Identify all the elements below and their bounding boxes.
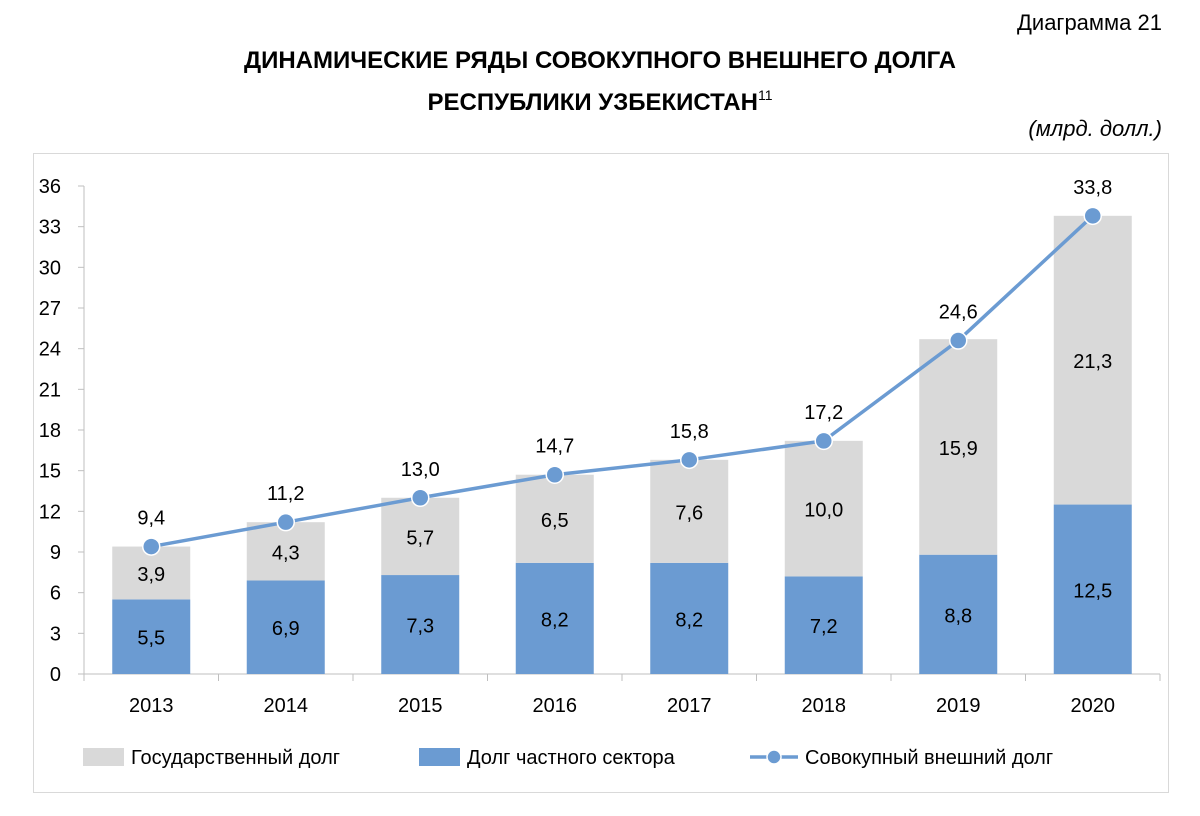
- footnote-mark: 11: [757, 87, 773, 103]
- x-tick-label: 2013: [129, 695, 174, 717]
- y-tick-label: 12: [39, 501, 61, 523]
- label-private: 7,3: [406, 616, 434, 638]
- label-government: 7,6: [675, 502, 703, 524]
- bar-private: [1053, 504, 1132, 674]
- y-tick-label: 6: [50, 583, 61, 605]
- total-point: [680, 450, 699, 470]
- label-private: 5,5: [137, 628, 165, 650]
- label-government: 10,0: [804, 500, 843, 522]
- y-tick-label: 15: [39, 461, 61, 483]
- total-point: [411, 488, 430, 508]
- y-tick-label: 3: [50, 623, 61, 645]
- y-tick-label: 33: [39, 217, 61, 239]
- legend-label-total: Совокупный внешний долг: [805, 747, 1053, 769]
- x-tick-label: 2015: [398, 695, 443, 717]
- label-total: 11,2: [267, 483, 304, 505]
- total-point: [949, 331, 968, 350]
- bars: [112, 215, 1132, 674]
- y-tick-label: 9: [50, 542, 61, 564]
- label-private: 8,8: [944, 605, 972, 627]
- total-point: [814, 431, 833, 451]
- total-point: [1083, 206, 1102, 226]
- chart-title-line2-text: РЕСПУБЛИКИ УЗБЕКИСТАН: [427, 89, 758, 116]
- bar-private: [112, 599, 191, 674]
- data-labels: 5,5 3,9 6,9 4,3 7,3 5,7 8,2 6,5 8,2 7,6 7,2 10,0 8,8…: [137, 177, 1112, 650]
- y-tick-label: 36: [39, 176, 61, 198]
- total-point: [276, 512, 295, 532]
- label-government: 3,9: [137, 564, 165, 586]
- legend: Государственный долг Долг частного сектор…: [83, 747, 1053, 769]
- x-tick-label: 2014: [264, 695, 309, 717]
- label-government: 5,7: [406, 527, 434, 549]
- total-point: [142, 537, 161, 556]
- x-tick-label: 2018: [802, 695, 847, 717]
- bar-government: [650, 459, 729, 563]
- label-total: 15,8: [670, 421, 709, 443]
- label-total: 9,4: [137, 508, 165, 530]
- bar-private: [515, 562, 594, 674]
- bar-private: [919, 554, 998, 674]
- bar-government: [381, 497, 460, 576]
- x-tick-label: 2016: [533, 695, 578, 717]
- diagram-number: Диаграмма 21: [1017, 10, 1162, 35]
- y-tick-label: 0: [50, 664, 61, 686]
- label-government: 15,9: [939, 438, 978, 460]
- bar-government: [246, 522, 325, 581]
- label-private: 12,5: [1073, 580, 1112, 602]
- label-total: 13,0: [401, 459, 440, 481]
- label-private: 8,2: [541, 609, 569, 631]
- label-total: 14,7: [535, 436, 574, 458]
- y-tick-label: 27: [39, 298, 61, 320]
- legend-label-private: Долг частного сектора: [467, 747, 676, 769]
- x-tick-label: 2017: [667, 695, 712, 717]
- units-label: (млрд. долл.): [1028, 116, 1162, 141]
- y-tick-label: 30: [39, 257, 61, 279]
- chart-frame: [33, 153, 1169, 793]
- legend-label-government: Государственный долг: [131, 747, 340, 769]
- chart-title-line2: РЕСПУБЛИКИ УЗБЕКИСТАН11: [0, 78, 1200, 120]
- chart-title: ДИНАМИЧЕСКИЕ РЯДЫ СОВОКУПНОГО ВНЕШНЕГО Д…: [0, 44, 1200, 120]
- bar-private: [246, 580, 325, 674]
- total-line: [142, 206, 1102, 556]
- bar-government: [784, 440, 863, 577]
- legend-marker-total: [766, 749, 782, 765]
- bar-private: [381, 575, 460, 674]
- label-government: 6,5: [541, 510, 569, 532]
- label-private: 6,9: [272, 618, 300, 640]
- legend-swatch-private: [419, 748, 460, 766]
- total-point: [545, 465, 564, 484]
- bar-private: [650, 562, 729, 674]
- label-government: 4,3: [272, 542, 300, 564]
- x-tick-label: 2020: [1071, 695, 1116, 717]
- label-total: 17,2: [804, 402, 843, 424]
- bar-government: [919, 339, 998, 555]
- x-tick-label: 2019: [936, 695, 981, 717]
- label-private: 8,2: [675, 609, 703, 631]
- y-tick-label: 18: [39, 420, 61, 442]
- y-tick-label: 21: [39, 379, 61, 401]
- label-total: 33,8: [1073, 177, 1112, 199]
- chart-title-line1: ДИНАМИЧЕСКИЕ РЯДЫ СОВОКУПНОГО ВНЕШНЕГО Д…: [244, 47, 956, 74]
- legend-swatch-government: [83, 748, 124, 766]
- label-government: 21,3: [1073, 351, 1112, 373]
- total-line-path: [150, 214, 1094, 549]
- bar-government: [515, 474, 594, 563]
- bar-government: [1053, 215, 1132, 505]
- y-tick-label: 24: [39, 339, 61, 361]
- label-total: 24,6: [939, 302, 978, 324]
- label-private: 7,2: [810, 616, 838, 638]
- bar-private: [784, 576, 863, 674]
